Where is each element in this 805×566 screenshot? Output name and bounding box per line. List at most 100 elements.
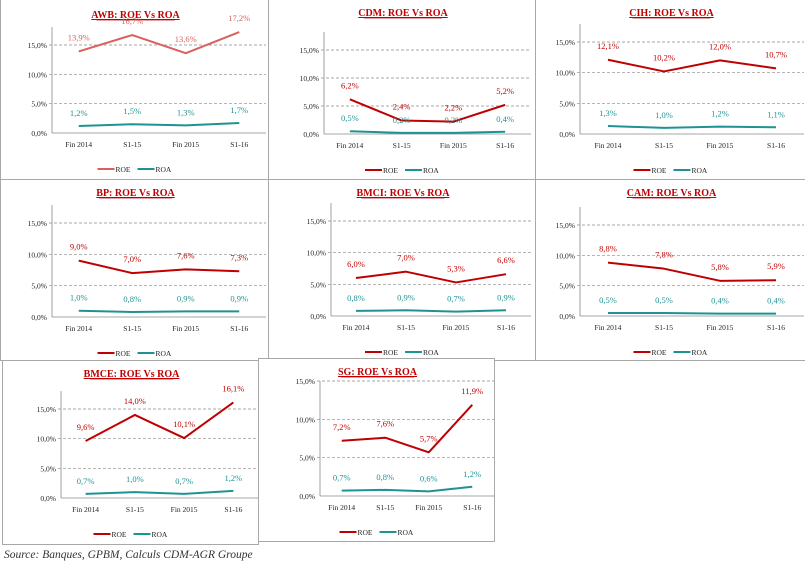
x-tick-label: S1-16 bbox=[497, 323, 515, 332]
data-label-roa: 0,8% bbox=[376, 472, 394, 482]
y-tick-label: 5,0% bbox=[559, 99, 575, 108]
data-label-roe: 13,9% bbox=[68, 32, 90, 42]
data-label-roe: 9,6% bbox=[77, 422, 95, 432]
series-line-roe bbox=[355, 270, 507, 284]
legend-label-roa: ROA bbox=[692, 166, 708, 175]
x-tick-label: Fin 2015 bbox=[172, 324, 199, 333]
legend-label-roe: ROE bbox=[383, 166, 398, 175]
y-tick-label: 15,0% bbox=[556, 38, 575, 47]
data-label-roe: 16,1% bbox=[222, 383, 244, 393]
chart-panel-cdm: CDM: ROE Vs ROA 0,0% 5,0% 10,0% 15,0% Fin 201… bbox=[268, 0, 536, 180]
chart-title: CIH: ROE Vs ROA bbox=[629, 8, 714, 19]
chart-title: BMCE: ROE Vs ROA bbox=[84, 369, 180, 380]
x-tick-label: Fin 2014 bbox=[65, 324, 92, 333]
data-label-roe: 7,6% bbox=[177, 250, 195, 260]
y-tick-label: 5,0% bbox=[559, 282, 575, 291]
data-label-roa: 0,9% bbox=[497, 292, 515, 302]
data-label-roe: 7,6% bbox=[376, 419, 394, 429]
legend-label-roa: ROA bbox=[423, 166, 439, 175]
legend-label-roa: ROA bbox=[156, 165, 172, 174]
x-tick-label: S1-16 bbox=[496, 141, 514, 150]
legend-label-roe: ROE bbox=[652, 166, 667, 175]
data-label-roa: 1,5% bbox=[123, 106, 141, 116]
data-label-roa: 0,5% bbox=[655, 295, 673, 305]
x-tick-label: S1-15 bbox=[397, 323, 415, 332]
series-line-roa bbox=[341, 485, 473, 493]
x-tick-label: Fin 2014 bbox=[72, 505, 99, 514]
chart-panel-cam: CAM: ROE Vs ROA 0,0% 5,0% 10,0% 15,0% Fin 201… bbox=[535, 179, 805, 361]
data-label-roe: 14,0% bbox=[124, 396, 146, 406]
y-tick-label: 10,0% bbox=[556, 69, 575, 78]
data-label-roe: 5,8% bbox=[711, 262, 729, 272]
data-label-roe: 10,2% bbox=[653, 52, 675, 62]
y-tick-label: 15,0% bbox=[307, 217, 326, 226]
x-tick-label: S1-16 bbox=[224, 505, 242, 514]
x-tick-label: Fin 2014 bbox=[336, 141, 363, 150]
legend-label-roe: ROE bbox=[383, 348, 398, 357]
data-label-roa: 1,7% bbox=[230, 105, 248, 115]
y-tick-label: 5,0% bbox=[40, 464, 56, 473]
data-label-roa: 0,2% bbox=[445, 115, 463, 125]
chart-svg-awb: AWB: ROE Vs ROA 0,0% 5,0% 10,0% 15,0% Fin 201… bbox=[28, 10, 266, 174]
chart-panel-bmce: BMCE: ROE Vs ROA 0,0% 5,0% 10,0% 15,0% Fin 20… bbox=[2, 360, 259, 545]
y-tick-label: 15,0% bbox=[37, 405, 56, 414]
chart-title: AWB: ROE Vs ROA bbox=[91, 10, 180, 21]
data-label-roe: 10,1% bbox=[173, 419, 195, 429]
y-tick-label: 10,0% bbox=[37, 435, 56, 444]
data-label-roe: 12,1% bbox=[597, 41, 619, 51]
series-line-roe bbox=[607, 261, 777, 282]
series-line-roa bbox=[608, 311, 776, 315]
data-label-roa: 0,7% bbox=[447, 294, 465, 304]
y-tick-label: 0,0% bbox=[559, 312, 575, 321]
x-tick-label: S1-15 bbox=[655, 323, 673, 332]
y-tick-label: 5,0% bbox=[31, 100, 47, 109]
y-tick-label: 10,0% bbox=[296, 415, 315, 424]
data-label-roa: 0,4% bbox=[496, 114, 514, 124]
legend-label-roa: ROA bbox=[398, 528, 414, 537]
series-line-roe bbox=[349, 98, 506, 123]
legend-label-roa: ROA bbox=[692, 348, 708, 357]
chart-svg-cam: CAM: ROE Vs ROA 0,0% 5,0% 10,0% 15,0% Fin 201… bbox=[556, 188, 804, 357]
data-label-roa: 0,9% bbox=[397, 292, 415, 302]
chart-title: BMCI: ROE Vs ROA bbox=[357, 188, 451, 199]
data-label-roe: 10,7% bbox=[765, 49, 787, 59]
data-label-roe: 5,2% bbox=[496, 86, 514, 96]
chart-title: SG: ROE Vs ROA bbox=[338, 367, 418, 378]
chart-title: CDM: ROE Vs ROA bbox=[358, 8, 448, 19]
legend-label-roe: ROE bbox=[652, 348, 667, 357]
y-tick-label: 0,0% bbox=[31, 313, 47, 322]
x-tick-label: S1-15 bbox=[393, 141, 411, 150]
data-label-roe: 7,3% bbox=[230, 252, 248, 262]
y-tick-label: 0,0% bbox=[31, 129, 47, 138]
x-tick-label: Fin 2015 bbox=[171, 505, 198, 514]
y-tick-label: 15,0% bbox=[556, 221, 575, 230]
data-label-roa: 1,2% bbox=[463, 469, 481, 479]
x-tick-label: Fin 2015 bbox=[707, 141, 734, 150]
data-label-roe: 5,3% bbox=[447, 263, 465, 273]
x-tick-label: S1-15 bbox=[655, 141, 673, 150]
x-tick-label: Fin 2015 bbox=[415, 503, 442, 512]
data-label-roa: 0,8% bbox=[123, 294, 141, 304]
y-tick-label: 0,0% bbox=[303, 130, 319, 139]
series-line-roe bbox=[85, 401, 234, 442]
data-label-roe: 6,2% bbox=[341, 80, 359, 90]
legend-label-roe: ROE bbox=[116, 349, 131, 358]
y-tick-label: 10,0% bbox=[307, 249, 326, 258]
data-label-roe: 7,2% bbox=[333, 422, 351, 432]
y-tick-label: 10,0% bbox=[556, 251, 575, 260]
chart-panel-cih: CIH: ROE Vs ROA 0,0% 5,0% 10,0% 15,0% Fin 201… bbox=[535, 0, 805, 180]
data-label-roa: 0,9% bbox=[177, 293, 195, 303]
chart-svg-bp: BP: ROE Vs ROA 0,0% 5,0% 10,0% 15,0% Fin 2014… bbox=[28, 188, 266, 358]
data-label-roa: 1,2% bbox=[70, 108, 88, 118]
x-tick-label: Fin 2015 bbox=[443, 323, 470, 332]
y-tick-label: 15,0% bbox=[300, 46, 319, 55]
series-line-roa bbox=[349, 130, 506, 134]
data-label-roa: 1,1% bbox=[767, 109, 785, 119]
data-label-roe: 5,7% bbox=[420, 433, 438, 443]
legend-label-roa: ROA bbox=[423, 348, 439, 357]
data-label-roa: 1,3% bbox=[177, 107, 195, 117]
series-line-roa bbox=[355, 309, 507, 313]
series-line-roe bbox=[607, 58, 777, 73]
data-label-roe: 2,2% bbox=[445, 103, 463, 113]
chart-title: CAM: ROE Vs ROA bbox=[627, 188, 717, 199]
